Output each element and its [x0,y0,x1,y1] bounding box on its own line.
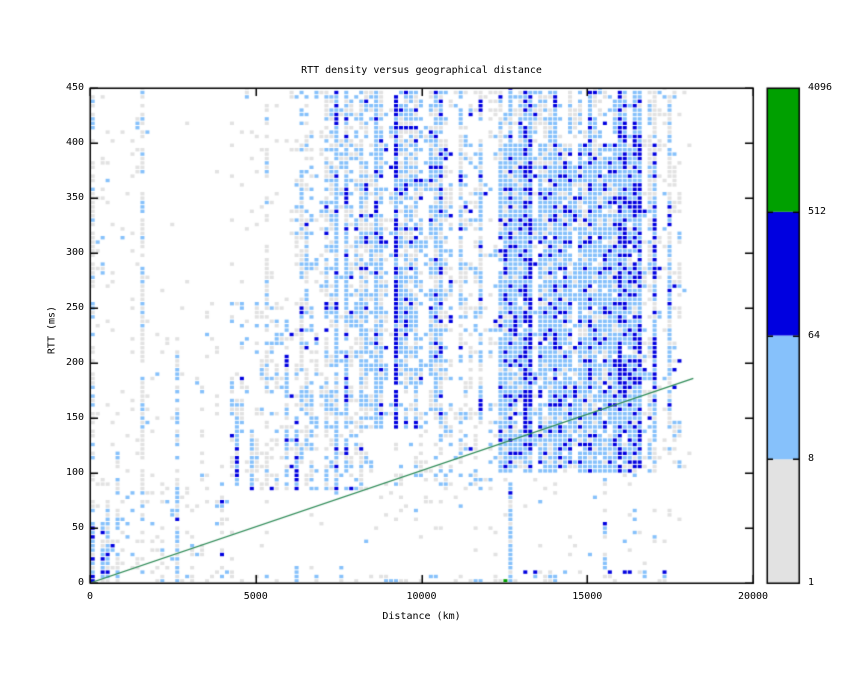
x-tick-label: 10000 [406,591,437,602]
x-tick-label: 5000 [243,591,268,602]
y-tick-label: 450 [65,82,84,93]
y-axis-label: RTT (ms) [46,305,58,355]
y-tick-label: 250 [65,302,84,313]
y-tick-label: 50 [71,522,84,533]
colorbar-tick-label: 8 [808,453,815,465]
y-tick-label: 400 [65,137,84,148]
y-tick-label: 300 [65,247,84,258]
y-tick-label: 200 [65,357,84,368]
colorbar-tick-label: 4096 [808,82,833,93]
y-tick-label: 0 [77,577,84,588]
x-axis-label: Distance (km) [382,611,461,622]
y-tick-label: 150 [65,412,84,423]
x-tick-label: 20000 [737,591,769,602]
x-tick-label: 15000 [572,591,603,602]
y-tick-label: 100 [65,467,84,478]
y-tick-label: 350 [65,192,84,203]
colorbar-tick-label: 64 [808,329,821,341]
colorbar-tick-label: 1 [808,577,815,588]
colorbar-tick-label: 512 [808,205,827,217]
x-tick-label: 0 [86,591,94,602]
chart-title: RTT density versus geographical distance [301,65,542,76]
